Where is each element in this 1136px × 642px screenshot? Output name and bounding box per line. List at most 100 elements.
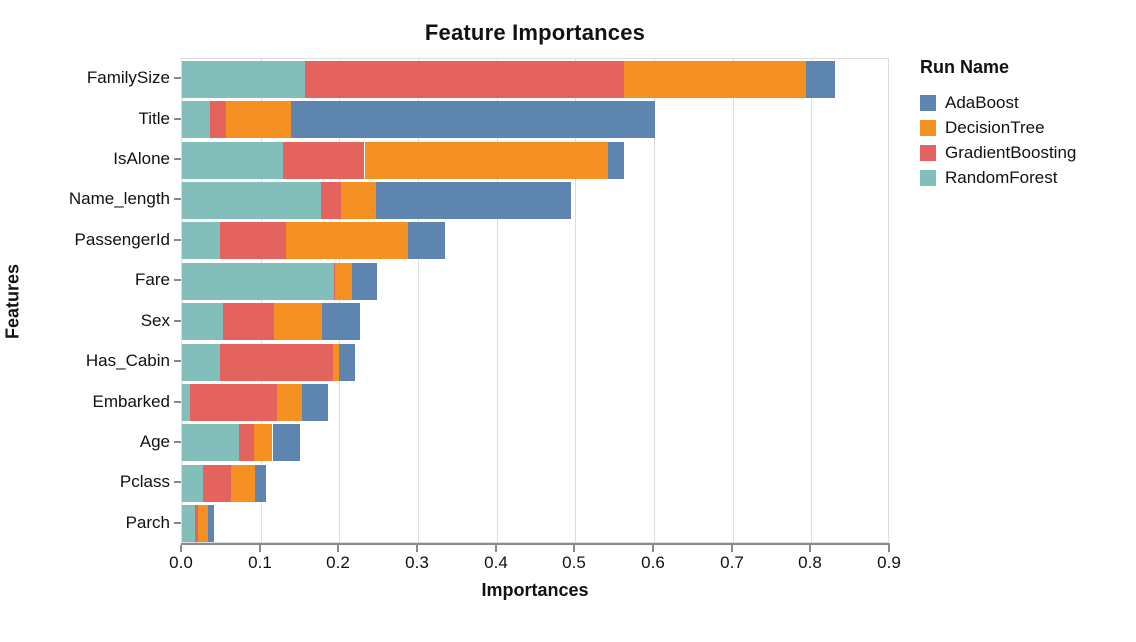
bar-segment-decisiontree-name_length[interactable] bbox=[340, 182, 377, 219]
bar-segment-adaboost-pclass[interactable] bbox=[255, 465, 267, 502]
bar-segment-adaboost-isalone[interactable] bbox=[608, 142, 625, 179]
y-tick-mark bbox=[174, 279, 181, 281]
bar-segment-decisiontree-sex[interactable] bbox=[274, 303, 322, 340]
bar-segment-gradientboosting-name_length[interactable] bbox=[321, 182, 341, 219]
y-tick-label-parch: Parch bbox=[125, 513, 170, 532]
bar-row-age bbox=[182, 424, 890, 461]
legend-label: AdaBoost bbox=[945, 92, 1019, 112]
bar-segment-gradientboosting-sex[interactable] bbox=[222, 303, 274, 340]
y-tick-label-isalone: IsAlone bbox=[113, 149, 170, 168]
bar-segment-decisiontree-has_cabin[interactable] bbox=[333, 344, 340, 381]
bar-segment-randomforest-parch[interactable] bbox=[182, 505, 196, 542]
x-tick-label-0.1: 0.1 bbox=[248, 553, 272, 572]
x-tick-label-0.9: 0.9 bbox=[877, 553, 901, 572]
bar-segment-gradientboosting-isalone[interactable] bbox=[282, 142, 365, 179]
bar-segment-randomforest-pclass[interactable] bbox=[182, 465, 204, 502]
y-tick-mark bbox=[174, 522, 181, 524]
bar-segment-decisiontree-pclass[interactable] bbox=[230, 465, 256, 502]
gridline bbox=[654, 59, 655, 542]
y-tick-mark bbox=[174, 320, 181, 322]
bar-segment-decisiontree-title[interactable] bbox=[226, 101, 292, 138]
bar-segment-randomforest-isalone[interactable] bbox=[182, 142, 283, 179]
bar-segment-randomforest-passengerid[interactable] bbox=[182, 222, 220, 259]
legend-label: DecisionTree bbox=[945, 117, 1045, 137]
y-tick-label-age: Age bbox=[139, 432, 170, 451]
x-tick-label-0.0: 0.0 bbox=[169, 553, 193, 572]
bar-segment-decisiontree-parch[interactable] bbox=[197, 505, 208, 542]
bar-row-has_cabin bbox=[182, 344, 890, 381]
x-tick-mark bbox=[573, 545, 575, 552]
bar-row-parch bbox=[182, 505, 890, 542]
bar-segment-gradientboosting-familysize[interactable] bbox=[304, 61, 625, 98]
gridline bbox=[575, 59, 576, 542]
bar-segment-randomforest-familysize[interactable] bbox=[182, 61, 305, 98]
bar-segment-randomforest-title[interactable] bbox=[182, 101, 211, 138]
bar-segment-adaboost-has_cabin[interactable] bbox=[339, 344, 355, 381]
x-tick-mark bbox=[809, 545, 811, 552]
bar-row-title bbox=[182, 101, 890, 138]
y-tick-mark bbox=[174, 481, 181, 483]
y-tick-mark bbox=[174, 77, 181, 79]
gridline bbox=[339, 59, 340, 542]
bar-segment-randomforest-sex[interactable] bbox=[182, 303, 223, 340]
x-tick-label-0.8: 0.8 bbox=[798, 553, 822, 572]
bar-row-isalone bbox=[182, 142, 890, 179]
bar-segment-randomforest-fare[interactable] bbox=[182, 263, 334, 300]
y-tick-label-title: Title bbox=[138, 109, 171, 128]
x-tick-label-0.4: 0.4 bbox=[484, 553, 508, 572]
y-tick-mark bbox=[174, 239, 181, 241]
x-axis-line bbox=[181, 543, 890, 545]
bar-segment-decisiontree-embarked[interactable] bbox=[277, 384, 302, 421]
bar-segment-adaboost-familysize[interactable] bbox=[805, 61, 835, 98]
bar-segment-gradientboosting-has_cabin[interactable] bbox=[219, 344, 334, 381]
x-tick-mark bbox=[337, 545, 339, 552]
legend-item-gradientboosting[interactable]: GradientBoosting bbox=[920, 140, 1130, 165]
bar-segment-decisiontree-passengerid[interactable] bbox=[285, 222, 408, 259]
x-tick-mark bbox=[259, 545, 261, 552]
bar-segment-gradientboosting-age[interactable] bbox=[238, 424, 255, 461]
bar-segment-randomforest-embarked[interactable] bbox=[182, 384, 190, 421]
legend-label: RandomForest bbox=[945, 167, 1058, 187]
bar-segment-decisiontree-isalone[interactable] bbox=[364, 142, 609, 179]
plot-area bbox=[181, 58, 889, 543]
y-tick-mark bbox=[174, 158, 181, 160]
x-tick-label-0.6: 0.6 bbox=[641, 553, 665, 572]
bar-row-name_length bbox=[182, 182, 890, 219]
bar-segment-gradientboosting-passengerid[interactable] bbox=[219, 222, 286, 259]
y-tick-mark bbox=[174, 401, 181, 403]
bar-segment-randomforest-has_cabin[interactable] bbox=[182, 344, 220, 381]
bar-row-fare bbox=[182, 263, 890, 300]
x-tick-label-0.3: 0.3 bbox=[405, 553, 429, 572]
bar-segment-adaboost-parch[interactable] bbox=[208, 505, 215, 542]
bar-segment-decisiontree-age[interactable] bbox=[254, 424, 273, 461]
y-tick-label-has_cabin: Has_Cabin bbox=[85, 351, 170, 370]
bar-segment-adaboost-embarked[interactable] bbox=[301, 384, 329, 421]
bar-segment-gradientboosting-embarked[interactable] bbox=[189, 384, 278, 421]
bar-segment-randomforest-name_length[interactable] bbox=[182, 182, 322, 219]
bar-segment-adaboost-age[interactable] bbox=[272, 424, 300, 461]
x-tick-mark bbox=[652, 545, 654, 552]
x-tick-label-0.7: 0.7 bbox=[720, 553, 744, 572]
bar-segment-decisiontree-familysize[interactable] bbox=[624, 61, 806, 98]
bar-row-passengerid bbox=[182, 222, 890, 259]
y-tick-label-sex: Sex bbox=[140, 311, 170, 330]
bar-segment-gradientboosting-parch[interactable] bbox=[195, 505, 198, 542]
y-tick-mark bbox=[174, 441, 181, 443]
bar-segment-gradientboosting-fare[interactable] bbox=[333, 263, 336, 300]
bar-segment-adaboost-name_length[interactable] bbox=[376, 182, 571, 219]
bar-segment-gradientboosting-title[interactable] bbox=[210, 101, 226, 138]
bar-segment-adaboost-passengerid[interactable] bbox=[407, 222, 445, 259]
legend-item-adaboost[interactable]: AdaBoost bbox=[920, 90, 1130, 115]
legend-item-decisiontree[interactable]: DecisionTree bbox=[920, 115, 1130, 140]
bar-segment-adaboost-fare[interactable] bbox=[351, 263, 378, 300]
legend-item-randomforest[interactable]: RandomForest bbox=[920, 165, 1130, 190]
x-axis-title: Importances bbox=[481, 580, 589, 600]
bar-row-embarked bbox=[182, 384, 890, 421]
bar-segment-decisiontree-fare[interactable] bbox=[335, 263, 352, 300]
bar-segment-gradientboosting-pclass[interactable] bbox=[203, 465, 231, 502]
bar-segment-adaboost-title[interactable] bbox=[291, 101, 656, 138]
bar-segment-randomforest-age[interactable] bbox=[182, 424, 239, 461]
y-tick-mark bbox=[174, 118, 181, 120]
bar-segment-adaboost-sex[interactable] bbox=[322, 303, 360, 340]
